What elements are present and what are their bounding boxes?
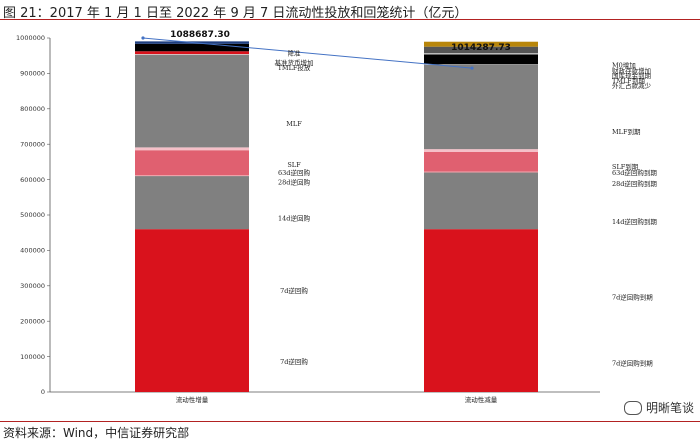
bar-segment bbox=[424, 149, 538, 152]
y-tick-label: 700000 bbox=[20, 140, 45, 148]
segment-annotation: 降准 bbox=[288, 49, 302, 58]
bar-segment bbox=[135, 54, 249, 148]
source-note: 资料来源：Wind，中信证券研究部 bbox=[3, 426, 190, 440]
x-category-label: 流动性增量 bbox=[176, 395, 209, 404]
segment-annotation: 7d逆回购 bbox=[280, 286, 308, 295]
bar-segment bbox=[135, 229, 249, 392]
segment-annotation: 基准货币增加 bbox=[275, 58, 314, 67]
bar-segment bbox=[424, 53, 538, 55]
stacked-bar-chart: 0 100000 200000 300000 400000 500000 600000 700… bbox=[16, 30, 657, 404]
footer-divider bbox=[0, 421, 700, 422]
segment-annotation: SLF到期 bbox=[612, 163, 639, 171]
segment-annotation: TMLF到期 bbox=[612, 77, 645, 85]
bar-segment bbox=[135, 174, 249, 177]
segment-annotation: 63d逆回购 bbox=[278, 168, 310, 177]
segment-annotation: 28d逆回购到期 bbox=[612, 179, 657, 188]
y-tick-label: 600000 bbox=[20, 176, 45, 184]
bar-segment bbox=[424, 171, 538, 173]
y-tick-label: 0 bbox=[41, 388, 45, 396]
bar-segment bbox=[135, 54, 249, 55]
segment-annotation: TMLF投放 bbox=[278, 63, 311, 72]
bar-segment bbox=[424, 64, 538, 150]
bar-segment bbox=[135, 43, 249, 52]
bar-segment bbox=[135, 51, 249, 55]
segment-annotation: SLF bbox=[287, 161, 301, 169]
title-divider bbox=[0, 19, 700, 20]
bar-segment bbox=[424, 172, 538, 230]
y-tick-label: 200000 bbox=[20, 317, 45, 325]
segment-annotation: 外汇占款减少 bbox=[612, 81, 652, 90]
segment-annotation: 14d逆回购到期 bbox=[612, 217, 657, 226]
bar-segment bbox=[424, 54, 538, 65]
segment-annotation: M0增加 bbox=[612, 61, 636, 70]
bar-segment bbox=[135, 176, 249, 230]
bar-segment bbox=[424, 229, 538, 392]
segment-annotation: 财政存款增加 bbox=[612, 66, 651, 75]
bar-segment bbox=[424, 151, 538, 172]
trend-connector-line bbox=[142, 37, 473, 69]
y-tick-label: 400000 bbox=[20, 247, 45, 255]
x-category-label: 流动性减量 bbox=[465, 395, 498, 404]
bar-segment bbox=[424, 53, 538, 54]
connector-end-point bbox=[470, 66, 474, 70]
y-tick-label: 100000 bbox=[20, 353, 45, 361]
figure-title: 图 21：2017 年 1 月 1 日至 2022 年 9 月 7 日流动性投放… bbox=[3, 6, 468, 21]
bar-segment bbox=[135, 150, 249, 175]
segment-annotation: 7d逆回购 bbox=[280, 357, 308, 366]
y-tick-label: 800000 bbox=[20, 105, 45, 113]
bar-total-label: 1088687.30 bbox=[170, 30, 230, 40]
segment-annotation: 63d逆回购到期 bbox=[612, 168, 657, 177]
segment-annotation: MLF bbox=[286, 120, 302, 128]
y-tick-label: 300000 bbox=[20, 282, 45, 290]
y-tick-label: 1000000 bbox=[16, 34, 45, 42]
watermark: 明晰笔谈 bbox=[623, 399, 694, 416]
segment-annotation: 28d逆回购 bbox=[278, 177, 310, 186]
connector-start-point bbox=[141, 36, 145, 40]
bar-segment bbox=[424, 64, 538, 65]
segment-annotation: MLF到期 bbox=[612, 128, 641, 136]
y-tick-label: 900000 bbox=[20, 70, 45, 78]
bar-total-label: 1014287.73 bbox=[451, 43, 511, 53]
y-tick-label: 500000 bbox=[20, 211, 45, 219]
segment-annotation: 7d逆回购到期 bbox=[612, 292, 653, 301]
segment-annotation: 国库现金到期 bbox=[612, 71, 652, 80]
segment-annotation: 7d逆回购到期 bbox=[612, 359, 653, 368]
wechat-icon bbox=[623, 400, 642, 415]
bar-segment bbox=[135, 147, 249, 151]
bar-segment bbox=[424, 41, 538, 47]
segment-annotation: 14d逆回购 bbox=[278, 214, 310, 223]
watermark-text: 明晰笔谈 bbox=[645, 401, 694, 415]
bar-segment bbox=[424, 46, 538, 54]
